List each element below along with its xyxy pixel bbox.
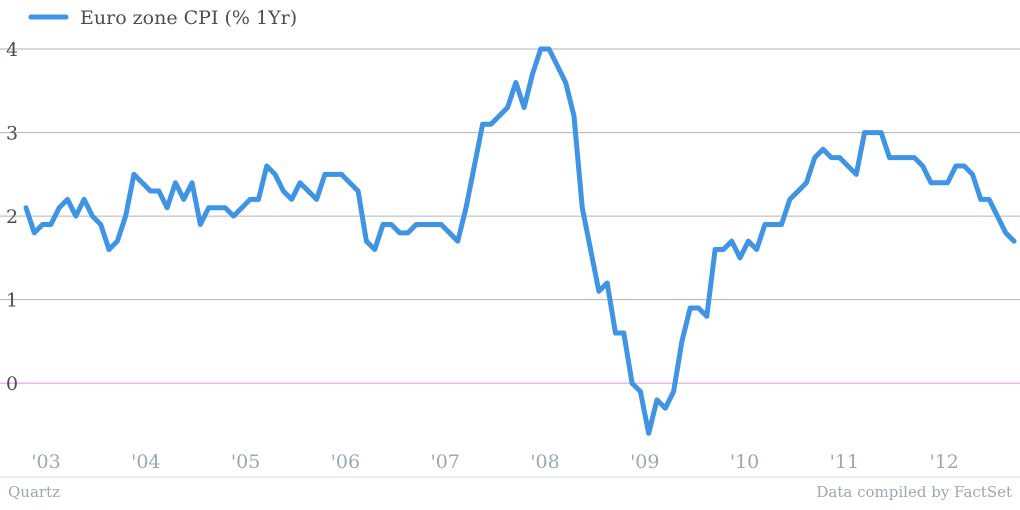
y-tick-label: 1 (6, 290, 18, 312)
x-tick-label: '04 (131, 451, 160, 473)
x-tick-label: '03 (31, 451, 60, 473)
footer-source-right: Data compiled by FactSet (816, 483, 1012, 501)
y-axis-ticks: 4 3 2 1 0 (6, 39, 18, 395)
y-tick-label: 3 (6, 123, 18, 145)
legend: Euro zone CPI (% 1Yr) (28, 7, 297, 29)
x-tick-label: '09 (630, 451, 659, 473)
x-tick-label: '08 (530, 451, 559, 473)
series-layer (23, 46, 1017, 436)
x-tick-label: '10 (730, 451, 759, 473)
y-tick-label: 2 (6, 206, 18, 228)
legend-label: Euro zone CPI (% 1Yr) (80, 7, 297, 29)
x-tick-label: '11 (830, 451, 859, 473)
x-tick-label: '06 (331, 451, 360, 473)
footer-source-left: Quartz (8, 483, 60, 501)
x-tick-label: '07 (430, 451, 459, 473)
x-tick-label: '12 (929, 451, 958, 473)
gridlines (0, 48, 1020, 384)
series-line (23, 46, 1017, 436)
x-tick-label: '05 (231, 451, 260, 473)
y-tick-label: 0 (6, 373, 18, 395)
y-tick-label: 4 (6, 39, 18, 61)
x-axis-ticks: '03 '04 '05 '06 '07 '08 '09 '10 '11 '12 (31, 451, 959, 473)
